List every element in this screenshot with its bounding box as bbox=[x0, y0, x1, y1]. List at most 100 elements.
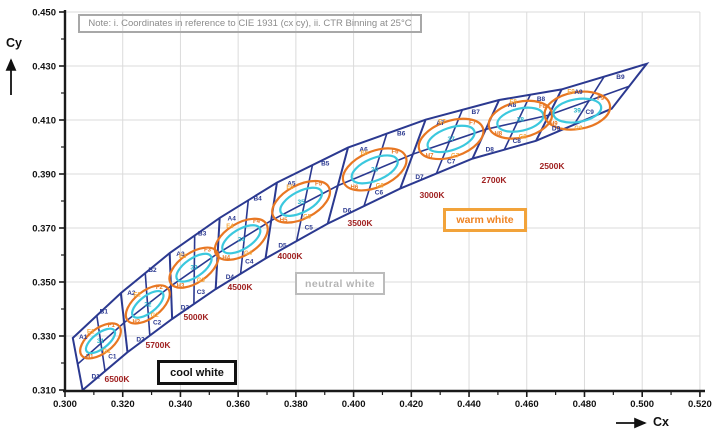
ellipse-bin-label: E1 bbox=[87, 330, 95, 336]
cct-label: 4500K bbox=[227, 282, 253, 292]
x-tick-label: 0.380 bbox=[284, 399, 308, 410]
quad-bin-label: C5 bbox=[305, 224, 314, 231]
x-tick-label: 0.400 bbox=[342, 399, 366, 410]
ellipse-bin-label: G9 bbox=[574, 126, 583, 132]
cct-label: 3000K bbox=[419, 190, 445, 200]
quad-bin-label: A2 bbox=[127, 290, 136, 297]
outer-bin-ellipse bbox=[487, 99, 554, 140]
quad-bin-label: B8 bbox=[537, 96, 546, 103]
x-tick-label: 0.520 bbox=[688, 399, 712, 410]
bin-number-label: 37 bbox=[448, 136, 456, 143]
quad-bin-label: D3 bbox=[181, 304, 190, 311]
cluster-divider-line bbox=[363, 133, 388, 207]
ellipse-bin-label: G6 bbox=[376, 184, 385, 190]
quad-bin-label: A8 bbox=[508, 102, 517, 109]
cluster-divider-line bbox=[239, 200, 250, 274]
ellipse-bin-label: F4 bbox=[253, 219, 261, 225]
cluster-divider-line bbox=[193, 235, 196, 305]
y-tick-label: 0.410 bbox=[32, 116, 56, 127]
outer-bin-ellipse bbox=[271, 179, 332, 224]
bin-number-label: 32 bbox=[144, 301, 152, 308]
ellipse-bin-label: E8 bbox=[510, 100, 518, 106]
quad-bin-label: C9 bbox=[586, 109, 595, 116]
x-tick-label: 0.300 bbox=[53, 399, 77, 410]
quad-bin-label: C8 bbox=[513, 138, 522, 145]
ellipse-bin-label: E9 bbox=[567, 89, 575, 95]
bin-number-label: 35 bbox=[297, 199, 305, 206]
cluster-divider-line bbox=[573, 76, 605, 126]
outer-bin-ellipse bbox=[79, 322, 122, 360]
x-axis-title: Cx bbox=[653, 415, 669, 429]
quad-bin-label: B6 bbox=[397, 131, 406, 138]
inner-bin-ellipse bbox=[84, 327, 117, 355]
inner-bin-ellipse bbox=[552, 97, 603, 124]
y-tick-label: 0.450 bbox=[32, 8, 56, 19]
ellipse-bin-label: H2 bbox=[132, 320, 140, 326]
ellipse-bin-label: E6 bbox=[361, 151, 369, 157]
quad-bin-label: C6 bbox=[375, 189, 384, 196]
quad-bin-label: A1 bbox=[79, 334, 88, 341]
quad-bin-label: D5 bbox=[278, 243, 287, 250]
neutral-white-label: neutral white bbox=[305, 277, 375, 290]
inner-bin-ellipse bbox=[221, 224, 262, 255]
x-tick-label: 0.440 bbox=[457, 399, 481, 410]
quad-bin-label: B9 bbox=[616, 74, 625, 81]
cluster-divider-line bbox=[435, 109, 464, 174]
y-tick-label: 0.310 bbox=[32, 386, 56, 397]
quad-bin-label: B7 bbox=[472, 109, 481, 116]
warm-white-label-box: warm white bbox=[443, 208, 527, 232]
ellipse-bin-label: H7 bbox=[426, 153, 434, 159]
ellipse-bin-label: F1 bbox=[108, 323, 116, 329]
ellipse-bin-label: H6 bbox=[350, 185, 358, 191]
quad-bin-label: B5 bbox=[321, 160, 330, 167]
cct-label: 4000K bbox=[277, 251, 303, 261]
bin-number-label: 31 bbox=[97, 338, 105, 345]
quad-bin-label: C1 bbox=[108, 354, 117, 361]
neutral-white-label-box: neutral white bbox=[295, 272, 385, 295]
quad-bin-label: C2 bbox=[153, 319, 162, 326]
y-tick-label: 0.370 bbox=[32, 224, 56, 235]
bin-number-label: 38 bbox=[517, 117, 525, 124]
quad-bin-label: C7 bbox=[447, 158, 456, 165]
x-tick-label: 0.500 bbox=[630, 399, 654, 410]
ellipse-bin-label: F3 bbox=[204, 248, 212, 254]
inner-bin-ellipse bbox=[350, 154, 399, 185]
inner-bin-ellipse bbox=[426, 124, 476, 154]
quad-bin-label: B4 bbox=[253, 195, 262, 202]
ellipse-bin-label: E3 bbox=[179, 254, 187, 260]
bin-number-label: 36 bbox=[371, 166, 379, 173]
warm-white-label: warm white bbox=[456, 214, 514, 226]
quad-bin-label: D8 bbox=[486, 147, 495, 154]
quad-bin-label: A3 bbox=[176, 251, 185, 258]
bin-number-label: 34 bbox=[238, 236, 246, 243]
ellipse-bin-label: E7 bbox=[438, 120, 446, 126]
binning-band-outline bbox=[71, 61, 650, 392]
ellipse-bin-label: G3 bbox=[197, 278, 206, 284]
cluster-divider-line bbox=[96, 315, 106, 372]
quad-bin-label: B2 bbox=[148, 267, 157, 274]
outer-bin-ellipse bbox=[168, 246, 220, 289]
cool-white-label-box: cool white bbox=[157, 360, 237, 385]
ellipse-bin-label: G8 bbox=[519, 135, 528, 141]
quad-bin-label: B1 bbox=[100, 308, 109, 315]
x-tick-label: 0.460 bbox=[515, 399, 539, 410]
y-tick-label: 0.390 bbox=[32, 170, 56, 181]
x-tick-label: 0.360 bbox=[226, 399, 250, 410]
cct-label: 6500K bbox=[104, 374, 130, 384]
cct-label: 2700K bbox=[481, 175, 507, 185]
cluster-divider-line bbox=[144, 273, 151, 336]
inner-bin-ellipse bbox=[175, 252, 213, 283]
ellipse-bin-label: F7 bbox=[469, 121, 477, 127]
ellipse-bin-label: F2 bbox=[156, 285, 164, 291]
quad-bin-label: D6 bbox=[343, 208, 352, 215]
quad-bin-label: A4 bbox=[228, 216, 237, 223]
bin-number-label: 39 bbox=[574, 108, 582, 115]
ellipse-bin-label: H4 bbox=[222, 256, 230, 262]
ellipse-bin-label: G2 bbox=[151, 313, 160, 319]
quad-bin-label: C3 bbox=[197, 289, 206, 296]
outer-bin-ellipse bbox=[124, 284, 171, 325]
quad-bin-label: A6 bbox=[359, 147, 368, 154]
y-tick-label: 0.430 bbox=[32, 62, 56, 73]
